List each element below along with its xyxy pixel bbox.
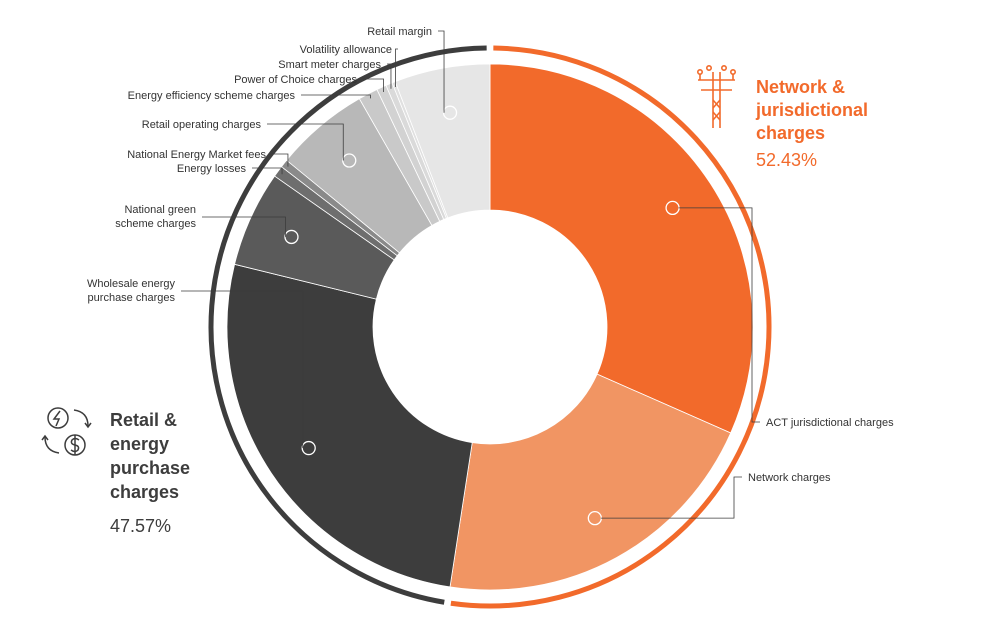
group-arc-retail bbox=[208, 45, 487, 605]
slice-marker-wholesale-energy-purchase-charges bbox=[301, 440, 316, 456]
leader-national-green-scheme-charges bbox=[202, 216, 286, 237]
network-group-title-line2: jurisdictional bbox=[755, 100, 868, 120]
energy-exchange-icon bbox=[41, 407, 92, 456]
leader-wholesale-energy-purchase-charges bbox=[181, 290, 304, 449]
label-power-of-choice-charges: Power of Choice charges bbox=[234, 74, 357, 86]
retail-group-title-line2: energy bbox=[110, 434, 169, 454]
slice-marker-retail-operating-charges bbox=[342, 153, 357, 168]
retail-group-title-line1: Retail & bbox=[110, 410, 177, 430]
label-national-energy-market-fees: National Energy Market fees bbox=[127, 149, 266, 161]
leader-volatility-allowance bbox=[395, 48, 398, 87]
leader-retail-margin bbox=[438, 30, 445, 113]
slice-network-charges bbox=[449, 373, 732, 591]
label-energy-efficiency-scheme-charges: Energy efficiency scheme charges bbox=[128, 90, 296, 102]
leader-retail-operating-charges bbox=[267, 123, 344, 161]
network-group-value: 52.43% bbox=[756, 150, 817, 170]
slice-wholesale-energy-purchase-charges bbox=[226, 263, 473, 588]
label-energy-losses: Energy losses bbox=[177, 163, 247, 175]
slice-labels: ACT jurisdictional charges Network charge… bbox=[87, 26, 894, 484]
label-smart-meter-charges: Smart meter charges bbox=[278, 59, 381, 71]
label-retail-operating-charges: Retail operating charges bbox=[142, 119, 262, 131]
label-network-charges: Network charges bbox=[748, 472, 831, 484]
slice-marker-retail-margin bbox=[442, 105, 458, 120]
label-wholesale-energy-purchase-charges: Wholesale energy purchase charges bbox=[87, 278, 176, 304]
group-arc-network bbox=[450, 45, 772, 609]
network-group-header: Network & jurisdictional charges 52.43% bbox=[696, 65, 868, 170]
label-retail-margin: Retail margin bbox=[367, 26, 432, 38]
retail-group-header: Retail & energy purchase charges 47.57% bbox=[41, 407, 190, 536]
leader-smart-meter-charges bbox=[387, 63, 392, 89]
retail-group-title-line3: purchase bbox=[110, 458, 190, 478]
group-outer-arcs bbox=[208, 45, 772, 609]
slice-act-jurisdictional-charges bbox=[489, 63, 754, 434]
retail-group-value: 47.57% bbox=[110, 516, 171, 536]
leader-power-of-choice-charges bbox=[363, 78, 384, 92]
leader-energy-losses bbox=[252, 167, 283, 175]
leader-network-charges bbox=[600, 476, 742, 519]
slice-marker-national-green-scheme-charges bbox=[284, 229, 299, 245]
leader-lines bbox=[181, 30, 760, 519]
retail-group-title-line4: charges bbox=[110, 482, 179, 502]
label-national-green-scheme-charges: National green scheme charges bbox=[115, 204, 196, 230]
leader-national-energy-market-fees bbox=[272, 153, 289, 167]
slice-retail-margin bbox=[394, 63, 491, 219]
label-act-jurisdictional-charges: ACT jurisdictional charges bbox=[766, 417, 894, 429]
label-volatility-allowance: Volatility allowance bbox=[300, 44, 392, 56]
leader-act-jurisdictional-charges bbox=[678, 207, 760, 423]
leader-energy-efficiency-scheme-charges bbox=[301, 94, 371, 99]
donut-slices bbox=[226, 63, 754, 591]
power-pole-icon bbox=[696, 65, 736, 128]
network-group-title-line1: Network & bbox=[756, 77, 845, 97]
network-group-title-line3: charges bbox=[756, 123, 825, 143]
